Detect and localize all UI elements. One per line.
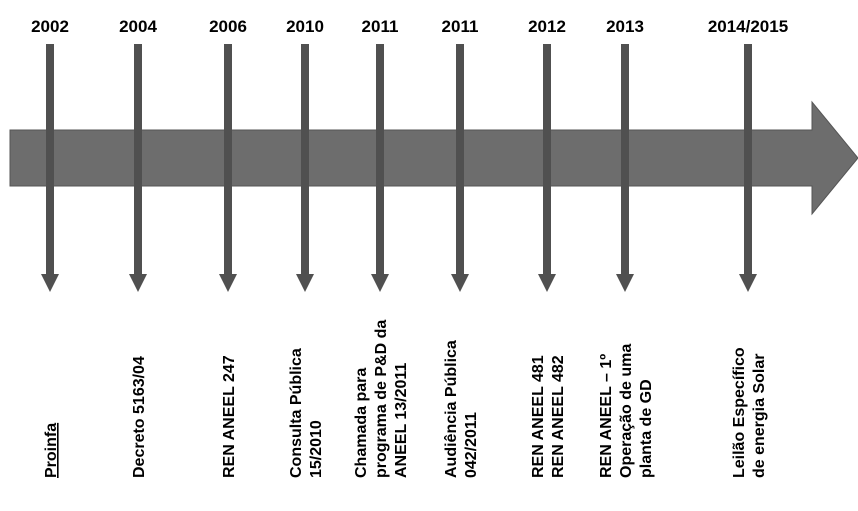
event-label: REN ANEEL 247	[221, 355, 238, 478]
event-label-line: Chamada para	[353, 368, 370, 478]
event-label: Audiência Pública 042/2011	[443, 340, 480, 478]
event-label-line: planta de GD	[638, 379, 655, 478]
event-marker-line	[301, 44, 309, 276]
timeline-event: 2010 Consulta Pública 15/2010	[286, 17, 325, 478]
timeline-event: 2013 REN ANEEL – 1º Operação de uma planta …	[598, 17, 655, 478]
event-marker-line	[224, 44, 232, 276]
event-year: 2011	[362, 17, 399, 36]
event-label: Decreto 5163/04	[131, 356, 148, 478]
event-label-line: 15/2010	[308, 420, 325, 478]
event-year: 2010	[286, 17, 324, 36]
event-year: 2002	[31, 17, 69, 36]
event-year: 2013	[606, 17, 644, 36]
event-label-line: REN ANEEL 482	[550, 355, 567, 478]
event-marker-line	[621, 44, 629, 276]
event-label-line: 042/2011	[463, 412, 480, 478]
timeline-event: 2012 REN ANEEL 481 REN ANEEL 482	[528, 17, 567, 478]
event-label: Consulta Pública 15/2010	[288, 348, 325, 478]
event-label: REN ANEEL – 1º Operação de uma planta de G…	[598, 344, 655, 478]
event-marker-line	[456, 44, 464, 276]
events-layer: 2002 Proinfa 2004 Decreto 5163/04 2006 REN AN…	[31, 17, 788, 478]
event-year: 2011	[442, 17, 479, 36]
event-label-line: Audiência Pública	[443, 340, 460, 478]
event-label-line: REN ANEEL 481	[530, 355, 547, 478]
timeline-event: 2006 REN ANEEL 247	[209, 17, 247, 478]
event-label-line: programa de P&D da	[373, 320, 390, 478]
event-label-line: Operação de uma	[618, 344, 635, 478]
event-label-line: de energia Solar	[751, 354, 768, 479]
event-marker-line	[744, 44, 752, 276]
event-marker-head	[451, 274, 469, 292]
event-marker-line	[134, 44, 142, 276]
event-marker-line	[376, 44, 384, 276]
event-marker-line	[543, 44, 551, 276]
event-label-line: Decreto 5163/04	[131, 356, 148, 478]
event-year: 2012	[528, 17, 566, 36]
event-label: Proinfa	[43, 423, 60, 478]
event-marker-head	[219, 274, 237, 292]
event-marker-head	[616, 274, 634, 292]
event-label-line: REN ANEEL 247	[221, 355, 238, 478]
event-marker-line	[46, 44, 54, 276]
event-label: Leilão Específico de energia Solar	[731, 347, 768, 478]
event-label: Chamada para programa de P&D da ANEEL 13/2…	[353, 320, 410, 478]
event-year: 2006	[209, 17, 247, 36]
event-marker-head	[371, 274, 389, 292]
event-marker-head	[129, 274, 147, 292]
event-label: REN ANEEL 481 REN ANEEL 482	[530, 355, 567, 478]
timeline-arrow	[9, 100, 858, 216]
event-label-line: Leilão Específico	[731, 347, 748, 478]
timeline-event: 2014/2015 Leilão Específico de energia Sol…	[708, 17, 788, 478]
event-marker-head	[41, 274, 59, 292]
event-year: 2004	[119, 17, 157, 36]
event-label-line: Proinfa	[43, 423, 60, 478]
timeline-event: 2004 Decreto 5163/04	[119, 17, 157, 478]
timeline-event: 2011 Chamada para programa de P&D da ANEEL …	[353, 17, 410, 478]
event-label-line: ANEEL 13/2011	[393, 363, 410, 478]
event-marker-head	[538, 274, 556, 292]
event-label-line: Consulta Pública	[288, 348, 305, 478]
timeline-event: 2002 Proinfa	[31, 17, 69, 478]
event-year: 2014/2015	[708, 17, 788, 36]
timeline-event: 2011 Audiência Pública 042/2011	[442, 17, 480, 478]
event-label-line: REN ANEEL – 1º	[598, 354, 615, 478]
event-marker-head	[296, 274, 314, 292]
event-marker-head	[739, 274, 757, 292]
